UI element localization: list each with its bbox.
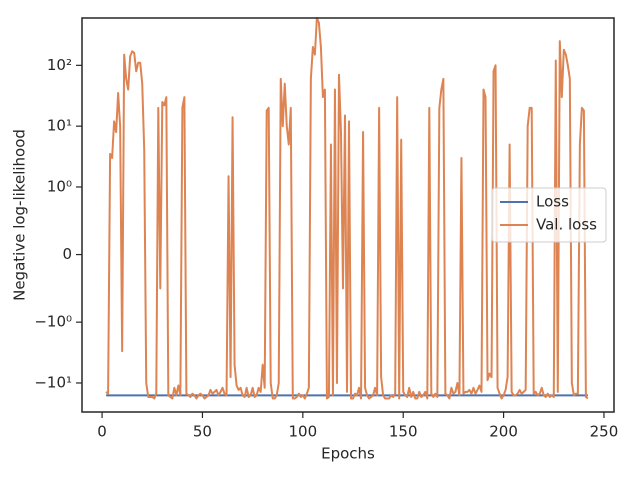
plot-frame bbox=[81, 17, 615, 413]
y-tick-label: −10⁰ bbox=[34, 313, 72, 331]
legend: Loss Val. loss bbox=[491, 187, 607, 243]
x-tick-label: 200 bbox=[489, 423, 518, 441]
x-axis-label: Epochs bbox=[321, 445, 375, 463]
y-tick-label: 10² bbox=[47, 56, 72, 74]
legend-label: Loss bbox=[536, 193, 569, 211]
x-tick-label: 0 bbox=[97, 423, 107, 441]
y-tick-label: 10¹ bbox=[47, 117, 72, 135]
x-tick-label: 50 bbox=[193, 423, 212, 441]
x-tick-label: 250 bbox=[590, 423, 619, 441]
y-tick-label: 0 bbox=[62, 245, 72, 263]
x-tick-label: 150 bbox=[389, 423, 418, 441]
legend-label: Val. loss bbox=[536, 216, 597, 234]
y-tick-label: −10¹ bbox=[34, 373, 72, 391]
y-axis-label: Negative log-likelihood bbox=[11, 129, 29, 301]
y-tick-label: 10⁰ bbox=[47, 177, 72, 195]
x-tick-label: 100 bbox=[289, 423, 318, 441]
series-line bbox=[105, 17, 589, 400]
